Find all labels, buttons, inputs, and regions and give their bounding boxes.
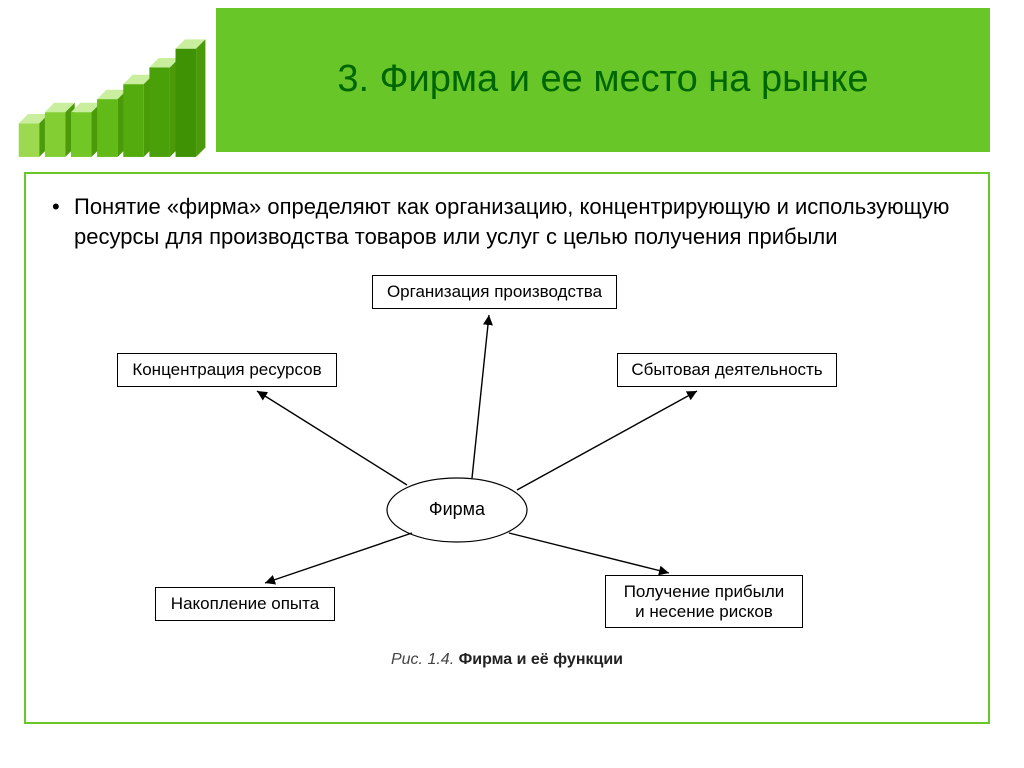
content-box: Понятие «фирма» определяют как организац… — [24, 172, 990, 724]
bars-icon — [8, 30, 218, 170]
definition-text: Понятие «фирма» определяют как организац… — [74, 192, 964, 251]
diagram-node-top: Организация производства — [372, 275, 617, 309]
slide-title: 3. Фирма и ее место на рынке — [337, 57, 868, 103]
diagram-node-left: Концентрация ресурсов — [117, 353, 337, 387]
diagram-center-node: Фирма — [387, 499, 527, 520]
diagram-node-bottom-left: Накопление опыта — [155, 587, 335, 621]
diagram: Рис. 1.4. Фирма и её функции Фирма Органи… — [77, 275, 937, 675]
caption-title: Фирма и её функции — [459, 651, 623, 668]
diagram-node-right: Сбытовая деятельность — [617, 353, 837, 387]
diagram-node-bottom-right: Получение прибылии несение рисков — [605, 575, 803, 628]
caption-prefix: Рис. 1.4. — [391, 651, 454, 668]
diagram-caption: Рис. 1.4. Фирма и её функции — [77, 651, 937, 669]
slide-title-band: 3. Фирма и ее место на рынке — [216, 8, 990, 152]
